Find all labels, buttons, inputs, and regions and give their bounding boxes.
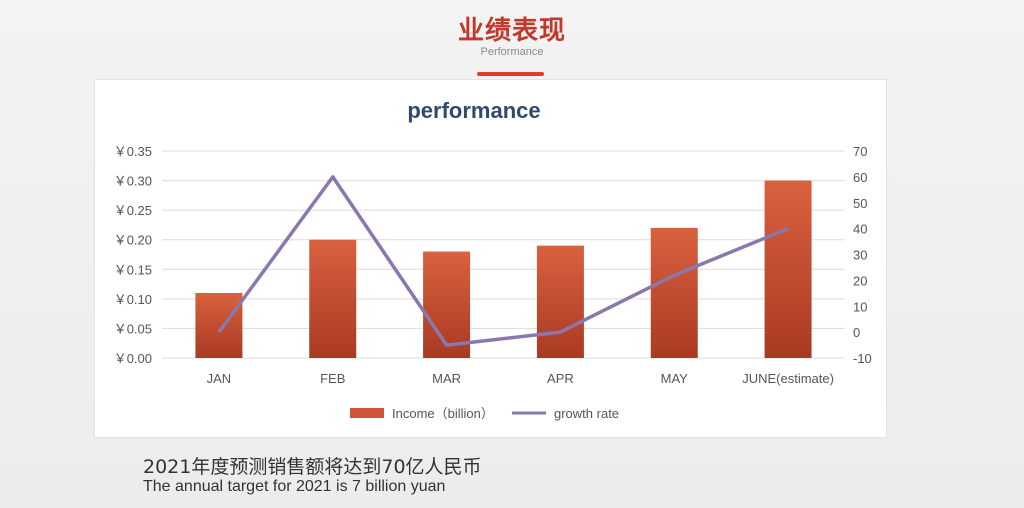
right-tick-label: 70 [853,144,867,159]
right-tick-label: 30 [853,248,867,263]
left-tick-label: ￥0.35 [114,144,152,159]
left-tick-label: ￥0.10 [114,292,152,307]
performance-chart: performance ￥0.35￥0.30￥0.25￥0.20￥0.15￥0.… [114,98,872,421]
bar-income [764,180,812,358]
legend-label-income: Income（billion） [392,406,494,421]
right-tick-label: 60 [853,170,867,185]
left-tick-label: ￥0.30 [114,174,152,189]
left-tick-label: ￥0.15 [114,262,152,277]
legend: Income（billion） growth rate [350,406,619,421]
x-tick-label: MAR [432,371,461,386]
footer-target-cn: 2021年度预测销售额将达到70亿人民币 [143,456,482,478]
x-axis-ticks: JAN FEB MAR APR MAY JUNE(estimate) [207,371,834,386]
x-tick-label: JAN [207,371,232,386]
x-tick-label: FEB [320,371,345,386]
growth-line [217,175,789,347]
bars [195,180,812,358]
bar-income [536,245,584,358]
left-axis-ticks: ￥0.35 ￥0.30 ￥0.25 ￥0.20 ￥0.15 ￥0.10 ￥0.05 ￥0.00 [114,144,152,366]
footer-target-en: The annual target for 2021 is 7 billion … [143,478,446,495]
right-tick-label: 40 [853,222,867,237]
right-axis-ticks: 70 60 50 40 30 20 10 0 -10 [853,144,872,366]
bar-income [650,227,698,358]
gridlines [162,150,845,359]
legend-swatch-income [350,408,384,418]
x-tick-label: JUNE(estimate) [742,371,834,386]
title-underline [477,72,544,76]
x-tick-label: MAY [661,371,689,386]
growth-rate-line [217,175,789,347]
x-tick-label: APR [547,371,574,386]
right-tick-label: -10 [853,351,872,366]
right-tick-label: 10 [853,299,867,314]
left-tick-label: ￥0.00 [114,351,152,366]
right-tick-label: 0 [853,325,860,340]
chart-title: performance [407,98,540,123]
left-tick-label: ￥0.25 [114,203,152,218]
bar-income [423,251,471,358]
left-tick-label: ￥0.05 [114,321,152,336]
left-tick-label: ￥0.20 [114,233,152,248]
right-tick-label: 50 [853,196,867,211]
chart-card: performance ￥0.35 ￥0.30 ￥0.25 ￥0.20 ￥0.15 ￥0.… [94,79,887,438]
bar-income [309,239,357,358]
legend-label-growth: growth rate [554,406,619,421]
slide-subtitle: Performance [480,46,544,58]
slide-title: 业绩表现 [457,16,566,46]
right-tick-label: 20 [853,273,867,288]
bar-income [195,292,243,358]
